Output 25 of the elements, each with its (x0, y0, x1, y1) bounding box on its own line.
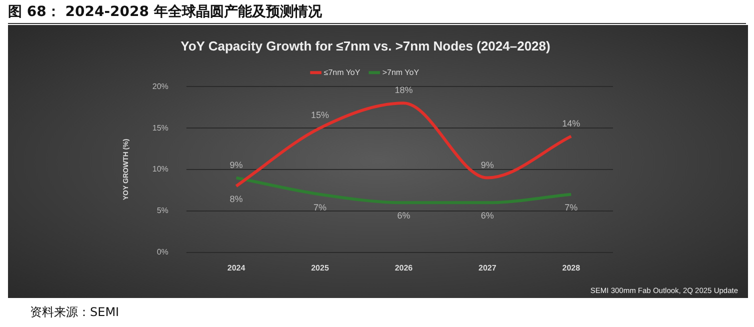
data-label: 7% (313, 202, 326, 212)
data-label: 6% (397, 210, 410, 221)
data-label: 14% (562, 118, 580, 128)
x-tick-label: 2026 (394, 263, 414, 272)
x-tick-label: 2028 (562, 263, 581, 272)
data-label: 6% (480, 210, 494, 221)
y-tick-label: 10% (152, 164, 168, 174)
legend-label: >7nm YoY (382, 68, 420, 77)
data-label: 18% (394, 85, 413, 96)
data-label: 9% (230, 160, 243, 170)
y-tick-label: 5% (156, 206, 168, 216)
x-tick-label: 2027 (478, 263, 497, 272)
chart-title: 图 68： 2024-2028 年全球晶圆产能及预测情况 (8, 3, 746, 24)
x-tick-label: 2024 (227, 263, 246, 272)
chart-subtitle: YoY Capacity Growth for ≤7nm vs. >7nm Nodes (2024–2028) (180, 38, 550, 54)
data-label: 15% (310, 110, 329, 120)
data-label: 7% (564, 202, 578, 212)
text: 资料来源：SEMI (30, 304, 120, 321)
data-label: 9% (480, 160, 494, 170)
data-label: 8% (230, 194, 243, 204)
x-tick-label: 2025 (311, 263, 330, 272)
y-tick-label: 0% (156, 248, 168, 257)
y-tick-label: 15% (152, 123, 168, 132)
y-tick-label: 20% (152, 82, 168, 91)
legend-label: ≤7nm YoY (324, 68, 361, 77)
